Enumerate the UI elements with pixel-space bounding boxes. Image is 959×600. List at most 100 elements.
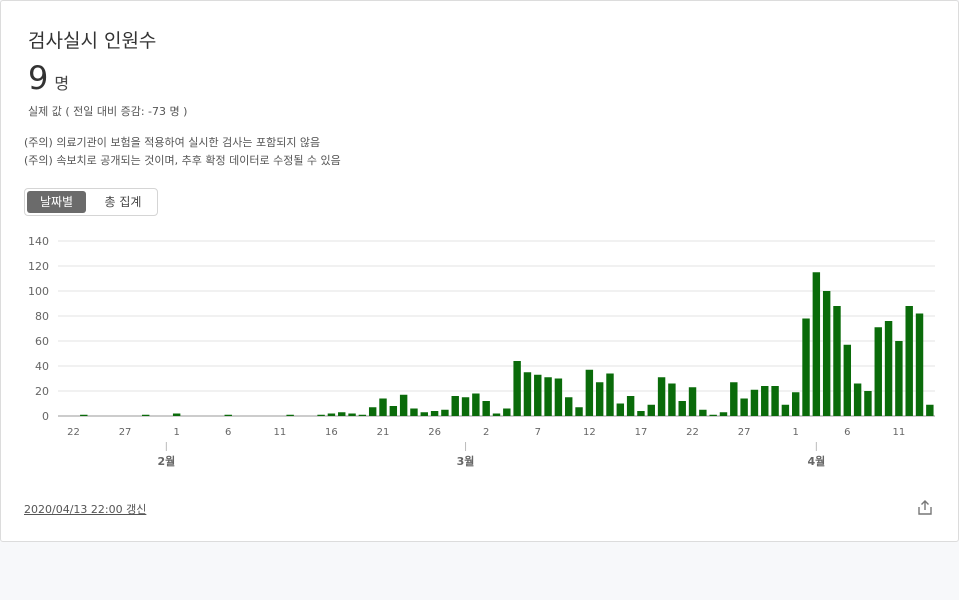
- y-tick-label: 140: [28, 235, 49, 248]
- bar: [441, 409, 449, 416]
- bar: [327, 413, 336, 416]
- bar: [781, 404, 790, 416]
- y-tick-label: 120: [28, 260, 49, 273]
- bar: [905, 306, 913, 416]
- x-tick-label: 2: [483, 427, 489, 438]
- month-label: 4월: [807, 454, 825, 468]
- card-title: 검사실시 인원수: [28, 30, 157, 52]
- y-tick-label: 40: [35, 360, 49, 373]
- bar: [750, 389, 759, 416]
- bar: [853, 383, 862, 416]
- bar: [451, 396, 459, 416]
- bar: [317, 414, 325, 416]
- bar: [565, 397, 573, 416]
- bar: [843, 344, 852, 416]
- x-tick-label: 1: [173, 427, 179, 438]
- bar: [141, 414, 150, 416]
- y-tick-label: 60: [35, 335, 49, 348]
- y-tick-label: 100: [28, 285, 49, 298]
- bar: [864, 391, 872, 416]
- bar: [348, 413, 356, 416]
- bar: [626, 396, 635, 416]
- bar: [379, 398, 387, 416]
- bar: [761, 386, 769, 416]
- x-tick-label: 26: [428, 427, 441, 438]
- bar: [822, 291, 831, 416]
- updated-link[interactable]: 2020/04/13 22:00 갱신: [24, 503, 147, 516]
- bar: [833, 306, 841, 416]
- bar: [647, 404, 655, 416]
- bar: [534, 374, 542, 416]
- bar: [874, 327, 882, 416]
- value-unit: 명: [54, 74, 70, 93]
- month-label: 2월: [157, 454, 175, 468]
- bar: [730, 382, 738, 416]
- toggle-daily-button[interactable]: 날짜별: [27, 191, 86, 213]
- bar: [492, 413, 501, 416]
- bar: [430, 411, 439, 416]
- bar: [472, 393, 480, 416]
- bar: [616, 403, 625, 416]
- bar: [410, 408, 418, 416]
- x-tick-label: 22: [686, 427, 699, 438]
- x-tick-label: 16: [325, 427, 338, 438]
- bar: [575, 407, 583, 416]
- toggle-total-button[interactable]: 총 집계: [104, 195, 142, 209]
- bar: [585, 369, 594, 416]
- bar: [926, 404, 934, 416]
- bar: [461, 397, 470, 416]
- bar: [791, 392, 800, 416]
- bar: [358, 414, 367, 416]
- bar: [503, 408, 511, 416]
- bar: [699, 409, 707, 416]
- current-value: 9: [28, 59, 49, 97]
- x-tick-label: 11: [273, 427, 286, 438]
- x-tick-label: 27: [738, 427, 751, 438]
- x-tick-label: 6: [844, 427, 850, 438]
- delta-text: 실제 값 ( 전일 대비 증감: -73 명 ): [28, 105, 188, 118]
- x-tick-label: 11: [893, 427, 906, 438]
- x-tick-label: 7: [535, 427, 541, 438]
- bar: [420, 412, 428, 416]
- bar: [286, 414, 294, 416]
- x-tick-label: 17: [635, 427, 648, 438]
- note-1: (주의) 의료기관이 보험을 적용하여 실시한 검사는 포함되지 않음: [24, 136, 321, 149]
- bar: [771, 386, 779, 416]
- y-tick-label: 80: [35, 310, 49, 323]
- share-icon[interactable]: [916, 499, 934, 517]
- bar: [172, 413, 181, 416]
- note-2: (주의) 속보치로 공개되는 것이며, 추후 확정 데이터로 수정될 수 있음: [24, 154, 341, 167]
- bar: [740, 398, 748, 416]
- bar: [606, 373, 614, 416]
- bar: [399, 394, 408, 416]
- bar: [802, 318, 810, 416]
- bar: [812, 272, 821, 416]
- bar: [709, 414, 717, 416]
- x-tick-label: 6: [225, 427, 231, 438]
- bar: [389, 406, 398, 416]
- bar: [915, 313, 924, 416]
- bar: [224, 414, 232, 416]
- x-tick-label: 22: [67, 427, 80, 438]
- bar: [719, 412, 728, 416]
- bar: [544, 377, 552, 416]
- x-tick-label: 21: [377, 427, 390, 438]
- bar: [482, 401, 490, 416]
- bar: [657, 377, 666, 416]
- x-tick-label: 27: [119, 427, 132, 438]
- bar: [595, 382, 604, 416]
- bar: [678, 401, 686, 416]
- bar: [80, 414, 88, 416]
- bar: [668, 383, 676, 416]
- view-toggle: 날짜별 총 집계: [24, 188, 158, 216]
- bar: [338, 412, 346, 416]
- month-label: 3월: [457, 454, 475, 468]
- bar: [513, 361, 521, 416]
- y-tick-label: 20: [35, 385, 49, 398]
- bar: [554, 378, 563, 416]
- bar: [637, 411, 645, 416]
- x-tick-label: 12: [583, 427, 596, 438]
- bar: [895, 341, 903, 416]
